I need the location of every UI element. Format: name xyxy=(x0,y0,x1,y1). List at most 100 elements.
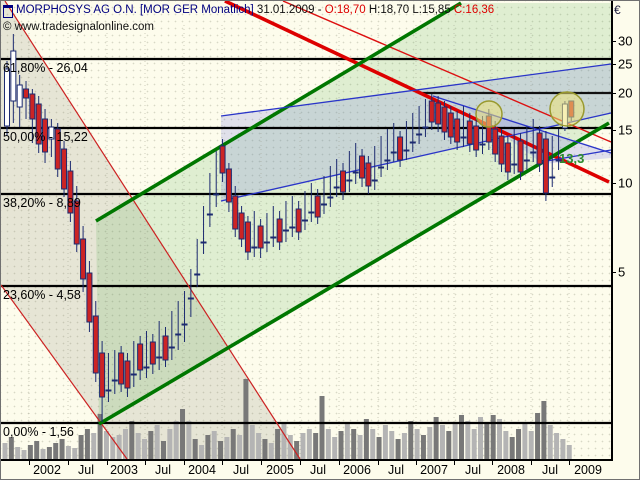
candle-body xyxy=(390,151,397,154)
candle-body xyxy=(168,346,175,349)
candle-body xyxy=(4,68,10,127)
volume-bar xyxy=(516,429,522,459)
candle-body xyxy=(175,333,182,336)
y-axis-tick xyxy=(611,41,616,42)
candle-body xyxy=(435,102,442,125)
volume-bar xyxy=(401,433,407,459)
volume-bar xyxy=(46,447,52,459)
volume-bar xyxy=(490,415,496,459)
candle-body xyxy=(99,352,106,398)
candle-body xyxy=(346,179,353,182)
candle-body xyxy=(130,373,137,376)
candle-body xyxy=(473,125,480,151)
volume-bar xyxy=(161,441,166,459)
y-axis-tick xyxy=(611,64,616,65)
y-axis-label: 5 xyxy=(618,264,626,280)
volume-bar xyxy=(8,437,14,459)
volume-bar xyxy=(465,421,471,459)
candle-body xyxy=(270,236,277,239)
volume-bar xyxy=(439,425,445,459)
green-channel-upper xyxy=(95,1,462,223)
y-axis-label: 25 xyxy=(618,56,633,72)
candle-body xyxy=(321,203,327,206)
x-axis-label: Jul xyxy=(310,463,326,477)
volume-bar xyxy=(53,443,59,459)
candle-body xyxy=(111,379,118,382)
volume-bar xyxy=(535,413,541,459)
candle-body xyxy=(454,118,461,143)
x-axis-tick xyxy=(184,461,185,465)
candle-body xyxy=(149,341,156,365)
x-axis-tick xyxy=(492,461,493,465)
candle-body xyxy=(244,221,251,253)
candle-body xyxy=(80,238,87,280)
volume-bar xyxy=(287,435,293,459)
highlight-circle xyxy=(549,91,585,127)
volume-bar xyxy=(363,419,369,459)
volume-bar xyxy=(59,439,65,459)
volume-bar xyxy=(40,449,46,459)
volume-bar xyxy=(27,445,33,459)
volume-bar xyxy=(97,414,103,459)
volume-bar xyxy=(395,439,401,459)
candle-body xyxy=(378,166,385,169)
candle-body xyxy=(181,323,188,326)
volume-bar xyxy=(15,447,21,459)
volume-bar xyxy=(484,423,490,459)
x-axis-label: Jul xyxy=(155,463,171,477)
volume-bar xyxy=(135,433,141,459)
open-value: O:18,70 xyxy=(324,4,366,16)
candle-body xyxy=(232,195,239,230)
volume-bar xyxy=(186,421,192,459)
candle-body xyxy=(371,179,378,182)
x-axis-label: Jul xyxy=(388,463,404,477)
volume-bar xyxy=(91,433,97,459)
candle-body xyxy=(549,176,556,179)
blue-wedge-upper xyxy=(220,63,612,117)
x-axis-tick xyxy=(145,461,146,465)
volume-bar xyxy=(21,450,27,459)
x-axis-tick xyxy=(300,461,301,465)
volume-bar xyxy=(300,433,306,459)
volume-bar xyxy=(262,439,268,459)
x-axis-tick xyxy=(222,461,223,465)
candle-body xyxy=(35,103,42,145)
x-axis-tick xyxy=(378,461,379,465)
volume-bar xyxy=(452,423,458,459)
candle-body xyxy=(276,218,283,243)
candle-body xyxy=(10,50,17,102)
chart-canvas[interactable] xyxy=(1,1,612,461)
volume-bar xyxy=(180,409,186,459)
y-axis-label: 30 xyxy=(618,33,633,49)
candle-body xyxy=(498,135,505,165)
currency-symbol: € xyxy=(614,3,621,17)
volume-bar xyxy=(224,437,230,459)
separator-dash: - xyxy=(317,4,322,16)
volume-bar xyxy=(256,433,262,459)
candle-body xyxy=(282,229,289,232)
volume-bar xyxy=(218,441,224,459)
candle-body xyxy=(289,226,296,229)
steep-red-downline-1 xyxy=(4,1,301,460)
candle-body xyxy=(257,225,264,249)
candle-body xyxy=(105,389,112,392)
volume-bar xyxy=(420,435,426,459)
candle-body xyxy=(530,151,537,154)
falling-red-channel-fill xyxy=(1,1,300,459)
volume-bar xyxy=(122,429,128,459)
volume-bar xyxy=(294,441,300,459)
blue-descending-line xyxy=(432,95,612,154)
volume-bar xyxy=(414,429,420,459)
volume-bar xyxy=(275,429,281,459)
candle-body xyxy=(42,118,49,153)
green-channel-lower xyxy=(98,121,610,426)
volume-bar xyxy=(376,437,382,459)
volume-bar xyxy=(141,439,147,459)
volume-bar xyxy=(148,431,154,459)
x-axis-label: 2003 xyxy=(110,463,138,477)
x-axis-label: 2005 xyxy=(266,463,294,477)
window-icon xyxy=(3,5,13,18)
candle-body xyxy=(460,136,467,139)
candle-body xyxy=(219,145,226,174)
